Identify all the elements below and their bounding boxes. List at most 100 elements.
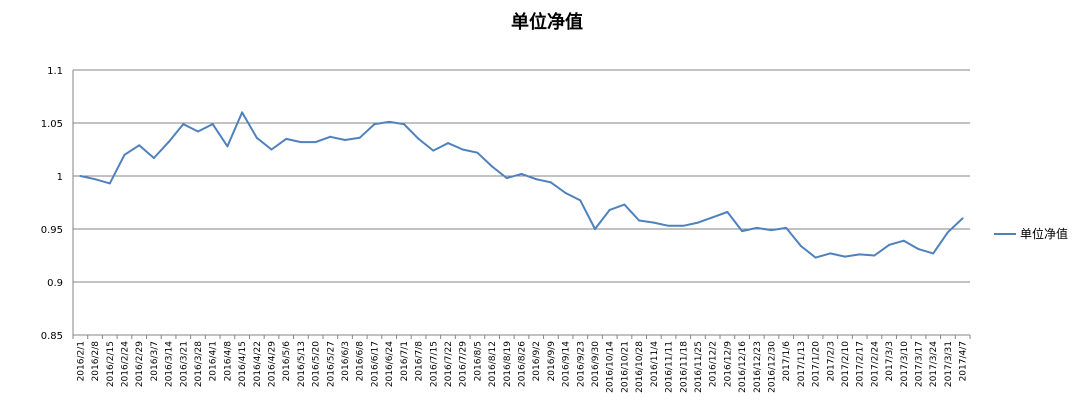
data-point (476, 151, 479, 154)
x-tick-label: 2016/11/25 (694, 341, 704, 393)
x-tick-label: 2016/9/30 (591, 341, 601, 387)
x-tick-label: 2016/5/6 (282, 341, 292, 382)
data-point (373, 123, 376, 126)
x-tick-label: 2016/11/11 (665, 341, 675, 393)
x-tick-label: 2017/1/13 (797, 341, 807, 387)
x-tick-label: 2016/12/9 (723, 341, 733, 387)
grid-lines (73, 69, 970, 336)
data-point (138, 144, 141, 147)
x-tick-label: 2016/3/28 (194, 341, 204, 387)
y-tick-label: 1.1 (47, 66, 63, 77)
x-tick-label: 2016/2/24 (120, 341, 130, 387)
x-tick-label: 2016/7/8 (415, 341, 425, 382)
data-point (902, 239, 905, 242)
x-tick-label: 2017/2/24 (870, 341, 880, 387)
data-point (329, 135, 332, 138)
data-point (888, 243, 891, 246)
data-point (564, 192, 567, 194)
x-tick-label: 2016/12/2 (709, 341, 719, 387)
x-tick-label: 2016/5/20 (312, 341, 322, 387)
data-point (358, 136, 361, 139)
data-point (917, 248, 920, 251)
data-point (491, 165, 494, 168)
data-point (226, 145, 229, 148)
data-point (799, 245, 802, 247)
data-point (594, 228, 596, 230)
data-point (755, 226, 758, 229)
data-point (829, 252, 832, 255)
data-point (388, 120, 391, 123)
y-tick-label: 0.85 (41, 331, 63, 342)
legend-label: 单位净值 (1020, 226, 1068, 241)
data-point (623, 203, 626, 206)
data-point (344, 139, 346, 141)
x-tick-label: 2016/7/15 (429, 341, 439, 387)
series-group (79, 111, 964, 259)
chart-title: 单位净值 (511, 11, 583, 33)
x-tick-label: 2016/3/14 (165, 341, 175, 387)
x-tick-label: 2017/1/6 (782, 341, 792, 382)
x-tick-label: 2017/4/7 (959, 341, 969, 381)
data-point (461, 148, 464, 151)
x-tick-label: 2017/3/3 (885, 341, 895, 381)
data-point (873, 254, 876, 257)
x-tick-label: 2017/1/20 (812, 341, 822, 387)
data-point (417, 137, 420, 140)
x-tick-label: 2017/2/10 (841, 341, 851, 387)
data-point (844, 255, 846, 258)
y-axis-ticks: 0.85 0.9 0.95 1 1.05 1.1 (41, 66, 63, 342)
data-point (858, 253, 861, 256)
x-tick-label: 2016/6/3 (341, 341, 351, 381)
data-point (638, 219, 641, 222)
x-tick-label: 2016/9/2 (532, 341, 542, 381)
x-tick-label: 2016/2/29 (135, 341, 145, 387)
data-point (932, 252, 935, 255)
x-tick-label: 2016/2/8 (91, 341, 101, 382)
legend: 单位净值 (994, 226, 1068, 241)
data-point (785, 226, 788, 229)
x-tick-label: 2016/10/28 (635, 341, 645, 393)
x-tick-label: 2017/2/17 (856, 341, 866, 387)
data-point (961, 217, 964, 220)
data-point (241, 111, 244, 114)
data-point (432, 149, 435, 152)
data-point (535, 178, 538, 181)
data-point (79, 175, 82, 177)
data-point (182, 123, 185, 126)
data-point (726, 211, 729, 213)
x-tick-label: 2016/3/21 (179, 341, 189, 387)
data-point (402, 123, 405, 126)
x-tick-label: 2017/2/3 (826, 341, 836, 381)
x-tick-label: 2016/11/18 (679, 341, 689, 393)
data-point (770, 229, 773, 232)
data-point (711, 216, 714, 219)
y-tick-label: 1 (57, 172, 63, 183)
data-point (108, 182, 111, 185)
x-tick-label: 2017/3/31 (944, 341, 954, 387)
x-tick-label: 2016/5/27 (326, 341, 336, 387)
data-point (697, 221, 699, 224)
data-point (94, 178, 97, 181)
x-tick-label: 2016/9/14 (562, 341, 572, 387)
x-tick-label: 2016/7/1 (400, 341, 410, 381)
y-tick-label: 0.9 (47, 278, 63, 289)
x-tick-label: 2016/7/29 (459, 341, 469, 387)
x-tick-label: 2016/6/17 (370, 341, 380, 387)
y-tick-label: 1.05 (41, 119, 63, 130)
data-point (946, 231, 949, 234)
data-point (285, 137, 288, 140)
x-tick-label: 2016/8/12 (488, 341, 498, 387)
data-point (741, 230, 744, 233)
x-tick-label: 2016/8/5 (473, 341, 483, 381)
x-tick-label: 2017/3/24 (929, 341, 939, 387)
data-point (682, 224, 685, 227)
x-tick-label: 2016/2/1 (76, 341, 86, 381)
data-point (255, 136, 258, 139)
data-point (167, 141, 170, 144)
x-tick-label: 2016/11/4 (650, 341, 660, 387)
x-axis: 2016/2/1 2016/2/8 2016/2/15 2016/2/24 2016/2… (72, 70, 971, 393)
x-tick-label: 2016/6/24 (385, 341, 395, 387)
x-tick-label: 2016/12/23 (753, 341, 763, 393)
x-tick-label: 2016/10/21 (620, 341, 630, 393)
